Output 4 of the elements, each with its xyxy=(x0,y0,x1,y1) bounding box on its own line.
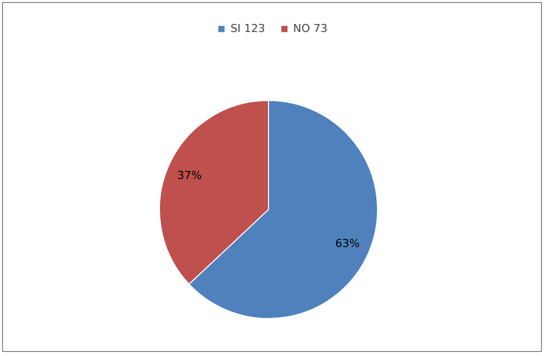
data-label: 63% xyxy=(335,237,360,250)
legend-label: NO 73 xyxy=(293,22,328,35)
legend-label: SI 123 xyxy=(230,22,266,35)
data-label: 37% xyxy=(177,168,202,182)
